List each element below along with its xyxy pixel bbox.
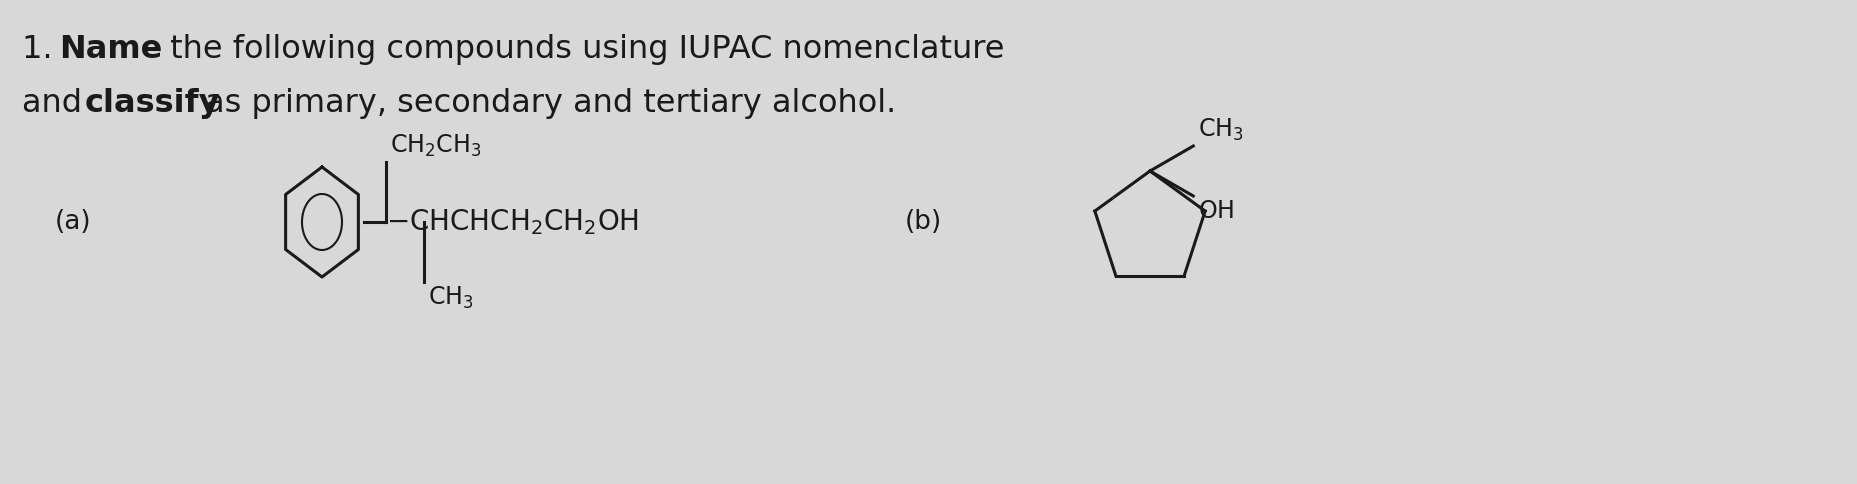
Text: $\mathregular{-CHCHCH_2CH_2OH}$: $\mathregular{-CHCHCH_2CH_2OH}$	[386, 207, 639, 237]
Text: $\mathregular{CH_2CH_3}$: $\mathregular{CH_2CH_3}$	[390, 133, 481, 159]
Text: 1.: 1.	[22, 34, 63, 65]
Text: (a): (a)	[56, 209, 91, 235]
Text: $\mathregular{CH_3}$: $\mathregular{CH_3}$	[1198, 117, 1244, 143]
Text: and: and	[22, 88, 93, 119]
Text: the following compounds using IUPAC nomenclature: the following compounds using IUPAC nome…	[160, 34, 1005, 65]
Text: $\mathregular{CH_3}$: $\mathregular{CH_3}$	[427, 285, 474, 311]
Text: classify: classify	[85, 88, 221, 119]
Text: (b): (b)	[904, 209, 941, 235]
Text: as primary, secondary and tertiary alcohol.: as primary, secondary and tertiary alcoh…	[195, 88, 897, 119]
Text: $\mathregular{OH}$: $\mathregular{OH}$	[1198, 199, 1235, 223]
Text: Name: Name	[59, 34, 162, 65]
